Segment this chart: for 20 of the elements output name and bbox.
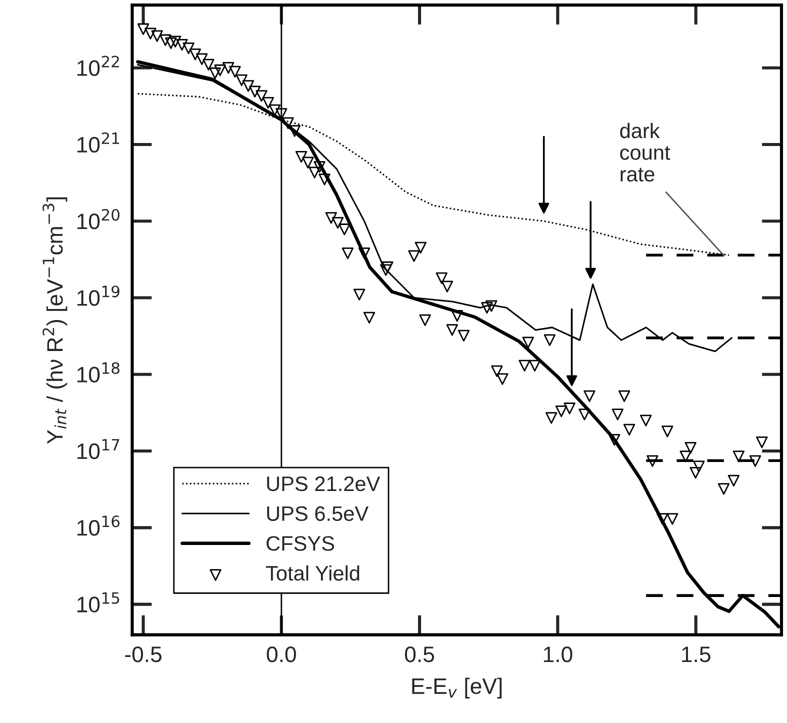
x-tick-label: 0.0 [266,646,296,662]
x-tick-label: 1.5 [682,646,710,662]
x-tick-label: -0.5 [125,646,162,662]
x-tick-label: 0.5 [404,646,434,662]
legend-label: UPS 6.5eV [267,506,369,521]
y-tick-label: 10$^{17}$ [77,439,120,460]
legend-label: Total Yield [266,565,360,581]
x-axis-title: E-E$_{v}$ [eV] [412,678,502,698]
y-tick-label: 10$^{15}$ [77,592,120,612]
y-tick-label: 10$^{16}$ [77,515,120,536]
annotation: dark count rate [620,122,670,182]
y-tick-label: 10$^{18}$ [77,362,120,382]
y-tick-label: 10$^{21}$ [77,132,120,153]
text: Y$_{int}$ / (hν R$^{2}$) [eV$^{−1}$cm$^{−3}$] [42,197,68,444]
y-tick-label: 10$^{19}$ [77,286,120,306]
y-tick-label: 10$^{20}$ [77,208,120,230]
x-tick-label: 1.0 [544,646,572,662]
legend-label: UPS 21.2eV [267,476,380,492]
y-tick-label: 10$^{22}$ [77,56,119,76]
legend-label: CFSYS [266,536,334,551]
